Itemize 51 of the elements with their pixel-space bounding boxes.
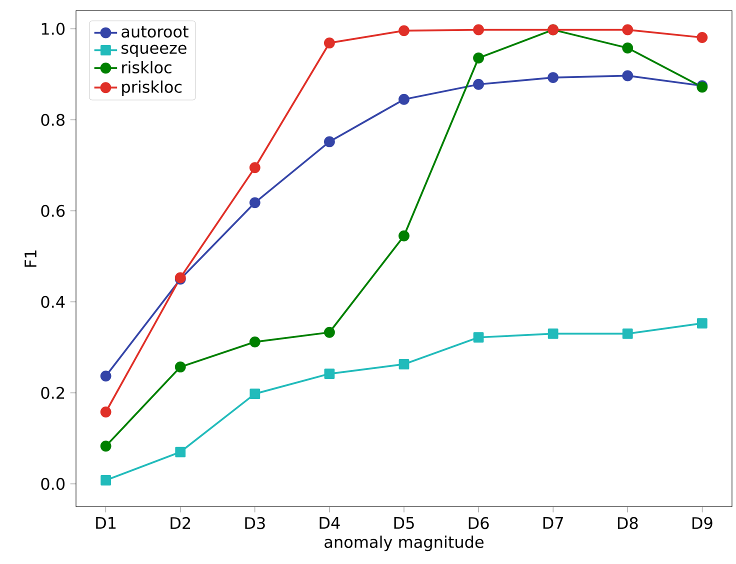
legend-label: autoroot bbox=[122, 26, 188, 38]
legend-label: riskloc bbox=[122, 61, 172, 74]
x-tick-label: D3 bbox=[245, 517, 265, 530]
point bbox=[249, 336, 260, 348]
x-tick-label: D6 bbox=[468, 517, 489, 530]
point bbox=[696, 318, 708, 328]
point bbox=[622, 24, 634, 36]
y-tick-label: 0.4 bbox=[41, 296, 65, 308]
point bbox=[398, 359, 410, 370]
point bbox=[100, 406, 112, 418]
point bbox=[100, 370, 112, 382]
x-tick-label: D1 bbox=[96, 517, 116, 529]
x-tick-label: D8 bbox=[618, 517, 638, 530]
point bbox=[548, 72, 559, 84]
point bbox=[696, 32, 708, 43]
point bbox=[622, 328, 633, 339]
x-tick-label: D5 bbox=[394, 517, 414, 529]
point bbox=[473, 52, 484, 64]
y-tick-label: 0.8 bbox=[41, 114, 64, 126]
point bbox=[398, 94, 410, 105]
x-tick-label: D9 bbox=[692, 517, 712, 530]
legend-label: priskloc bbox=[122, 80, 182, 96]
point bbox=[100, 475, 112, 486]
y-tick-label: 0.0 bbox=[41, 478, 65, 490]
x-axis-title: anomaly magnitude bbox=[324, 536, 484, 552]
point bbox=[174, 361, 186, 372]
point bbox=[249, 197, 260, 208]
point bbox=[324, 38, 335, 48]
point bbox=[249, 162, 260, 174]
point bbox=[473, 332, 484, 343]
y-tick-label: 1.0 bbox=[42, 22, 65, 35]
x-tick-label: D7 bbox=[543, 517, 563, 529]
point bbox=[175, 446, 186, 458]
y-axis-title: F1 bbox=[24, 250, 36, 267]
point bbox=[250, 388, 260, 400]
x-tick-label: D4 bbox=[320, 517, 340, 529]
point bbox=[324, 326, 335, 338]
point bbox=[398, 25, 410, 36]
point bbox=[324, 368, 335, 379]
point bbox=[398, 230, 410, 242]
y-tick-label: 0.6 bbox=[41, 204, 65, 217]
point bbox=[473, 24, 484, 36]
point bbox=[324, 136, 335, 148]
x-tick-label: D2 bbox=[170, 517, 190, 529]
y-tick-label: 0.2 bbox=[41, 386, 64, 399]
point bbox=[548, 328, 558, 339]
legend-label: squeeze bbox=[122, 44, 186, 58]
point bbox=[622, 70, 634, 82]
point bbox=[473, 78, 484, 90]
point bbox=[622, 42, 634, 54]
point bbox=[100, 440, 112, 452]
